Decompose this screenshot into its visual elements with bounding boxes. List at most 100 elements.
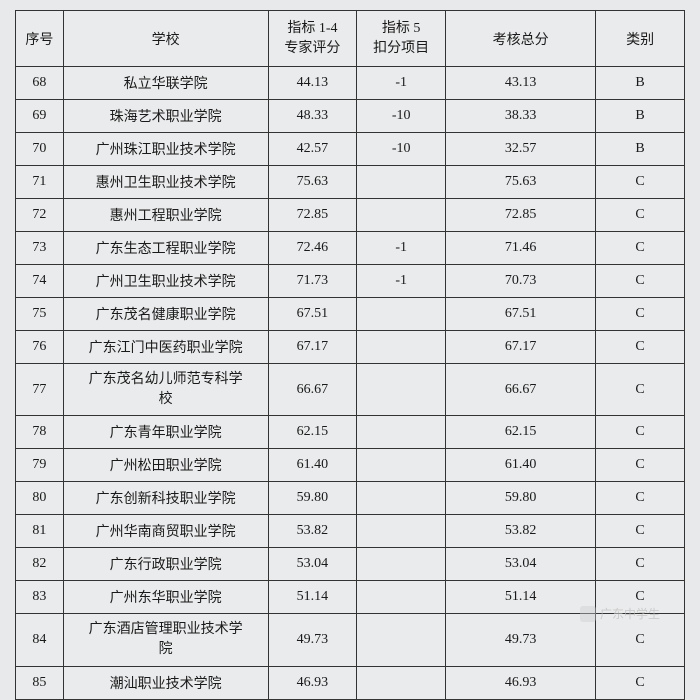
cell-seq: 78 — [16, 416, 64, 449]
cell-score1: 75.63 — [268, 166, 357, 199]
cell-school: 广州卫生职业技术学院 — [63, 265, 268, 298]
cell-category: C — [596, 548, 685, 581]
header-score2-line1: 指标 5 — [382, 21, 421, 36]
header-school: 学校 — [63, 11, 268, 67]
cell-seq: 82 — [16, 548, 64, 581]
cell-score1: 51.14 — [268, 581, 357, 614]
cell-score2 — [357, 666, 446, 699]
cell-category: C — [596, 166, 685, 199]
cell-seq: 83 — [16, 581, 64, 614]
cell-score2 — [357, 482, 446, 515]
cell-school: 广东江门中医药职业学院 — [63, 331, 268, 364]
cell-school: 珠海艺术职业学院 — [63, 100, 268, 133]
cell-total: 66.67 — [446, 364, 596, 416]
cell-category: C — [596, 364, 685, 416]
cell-school: 广州松田职业学院 — [63, 449, 268, 482]
cell-total: 61.40 — [446, 449, 596, 482]
cell-total: 72.85 — [446, 199, 596, 232]
cell-school: 广州珠江职业技术学院 — [63, 133, 268, 166]
cell-score1: 67.17 — [268, 331, 357, 364]
cell-score1: 72.85 — [268, 199, 357, 232]
cell-score2 — [357, 515, 446, 548]
cell-category: C — [596, 331, 685, 364]
cell-total: 51.14 — [446, 581, 596, 614]
cell-category: C — [596, 416, 685, 449]
cell-score1: 66.67 — [268, 364, 357, 416]
cell-school: 私立华联学院 — [63, 67, 268, 100]
cell-score1: 46.93 — [268, 666, 357, 699]
table-row: 75广东茂名健康职业学院67.5167.51C — [16, 298, 685, 331]
cell-score2: -1 — [357, 265, 446, 298]
cell-school: 惠州工程职业学院 — [63, 199, 268, 232]
cell-school: 广东青年职业学院 — [63, 416, 268, 449]
table-row: 78广东青年职业学院62.1562.15C — [16, 416, 685, 449]
cell-score1: 59.80 — [268, 482, 357, 515]
cell-seq: 79 — [16, 449, 64, 482]
watermark: 广东中学生 — [580, 605, 660, 622]
cell-total: 67.17 — [446, 331, 596, 364]
cell-category: C — [596, 265, 685, 298]
table-row: 80广东创新科技职业学院59.8059.80C — [16, 482, 685, 515]
cell-school: 广东茂名幼儿师范专科学校 — [63, 364, 268, 416]
cell-total: 43.13 — [446, 67, 596, 100]
cell-seq: 84 — [16, 614, 64, 666]
cell-total: 70.73 — [446, 265, 596, 298]
cell-seq: 74 — [16, 265, 64, 298]
header-row: 序号 学校 指标 1-4 专家评分 指标 5 扣分项目 考核总分 类别 — [16, 11, 685, 67]
cell-score1: 42.57 — [268, 133, 357, 166]
cell-score2 — [357, 166, 446, 199]
cell-school: 广州东华职业学院 — [63, 581, 268, 614]
table-row: 70广州珠江职业技术学院42.57-1032.57B — [16, 133, 685, 166]
cell-score2 — [357, 416, 446, 449]
cell-school: 惠州卫生职业技术学院 — [63, 166, 268, 199]
cell-category: C — [596, 449, 685, 482]
cell-seq: 72 — [16, 199, 64, 232]
cell-total: 46.93 — [446, 666, 596, 699]
cell-category: C — [596, 232, 685, 265]
header-category: 类别 — [596, 11, 685, 67]
cell-total: 53.04 — [446, 548, 596, 581]
cell-seq: 69 — [16, 100, 64, 133]
table-row: 72惠州工程职业学院72.8572.85C — [16, 199, 685, 232]
cell-score2 — [357, 449, 446, 482]
cell-score1: 71.73 — [268, 265, 357, 298]
header-score1: 指标 1-4 专家评分 — [268, 11, 357, 67]
cell-total: 67.51 — [446, 298, 596, 331]
cell-school: 广东创新科技职业学院 — [63, 482, 268, 515]
cell-category: C — [596, 482, 685, 515]
cell-total: 53.82 — [446, 515, 596, 548]
cell-seq: 70 — [16, 133, 64, 166]
cell-score1: 72.46 — [268, 232, 357, 265]
cell-score1: 49.73 — [268, 614, 357, 666]
table-row: 81广州华南商贸职业学院53.8253.82C — [16, 515, 685, 548]
cell-score2: -10 — [357, 100, 446, 133]
watermark-text: 广东中学生 — [600, 605, 660, 622]
table-row: 71惠州卫生职业技术学院75.6375.63C — [16, 166, 685, 199]
header-score2: 指标 5 扣分项目 — [357, 11, 446, 67]
cell-total: 59.80 — [446, 482, 596, 515]
header-score2-line2: 扣分项目 — [373, 41, 429, 56]
cell-seq: 68 — [16, 67, 64, 100]
cell-seq: 75 — [16, 298, 64, 331]
score-table: 序号 学校 指标 1-4 专家评分 指标 5 扣分项目 考核总分 类别 68私立… — [15, 10, 685, 700]
cell-school: 广东行政职业学院 — [63, 548, 268, 581]
header-score1-line2: 专家评分 — [284, 41, 340, 56]
cell-score2 — [357, 581, 446, 614]
table-row: 69珠海艺术职业学院48.33-1038.33B — [16, 100, 685, 133]
table-row: 77广东茂名幼儿师范专科学校66.6766.67C — [16, 364, 685, 416]
header-seq: 序号 — [16, 11, 64, 67]
table-row: 79广州松田职业学院61.4061.40C — [16, 449, 685, 482]
cell-score1: 53.82 — [268, 515, 357, 548]
header-total: 考核总分 — [446, 11, 596, 67]
table-row: 82广东行政职业学院53.0453.04C — [16, 548, 685, 581]
cell-school: 广东茂名健康职业学院 — [63, 298, 268, 331]
cell-score2 — [357, 298, 446, 331]
cell-total: 38.33 — [446, 100, 596, 133]
cell-seq: 76 — [16, 331, 64, 364]
cell-total: 32.57 — [446, 133, 596, 166]
cell-category: B — [596, 100, 685, 133]
cell-score1: 44.13 — [268, 67, 357, 100]
cell-score1: 53.04 — [268, 548, 357, 581]
cell-score2 — [357, 199, 446, 232]
cell-total: 71.46 — [446, 232, 596, 265]
